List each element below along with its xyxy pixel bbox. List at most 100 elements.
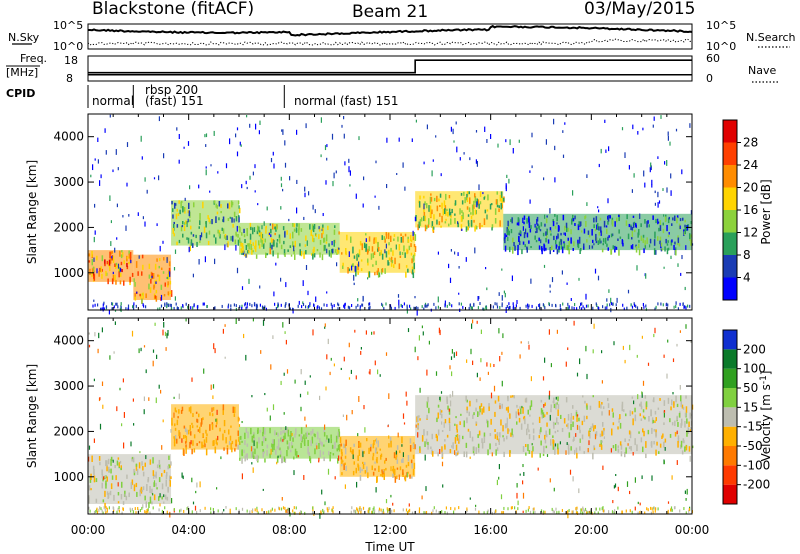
velocity-scatter <box>251 462 253 465</box>
power-scatter <box>423 161 425 165</box>
power-speck <box>129 276 131 283</box>
power-speck <box>616 217 618 223</box>
velocity-scatter <box>667 339 669 343</box>
velocity-speck <box>436 435 438 442</box>
power-speck <box>666 225 668 232</box>
velocity-speck <box>496 433 499 441</box>
power-scatter <box>539 303 541 310</box>
velocity-speck <box>352 449 354 456</box>
power-speck <box>372 252 375 259</box>
power-scatter <box>512 148 514 154</box>
power-ground-scatter <box>604 306 606 310</box>
velocity-speck <box>477 448 480 453</box>
velocity-speck <box>595 431 598 436</box>
power-speck <box>93 274 96 281</box>
velocity-speck <box>689 412 691 419</box>
velocity-ground-scatter <box>644 511 646 515</box>
velocity-scatter <box>390 494 392 498</box>
velocity-ground-scatter <box>511 506 513 510</box>
power-speck <box>666 248 669 255</box>
velocity-scatter <box>270 364 272 370</box>
power-scatter <box>280 176 282 181</box>
power-speck <box>627 233 630 240</box>
power-speck <box>631 237 633 240</box>
power-speck <box>91 273 93 278</box>
velocity-speck <box>215 438 218 445</box>
velocity-speck <box>363 451 365 454</box>
power-speck <box>387 260 389 266</box>
velocity-speck <box>598 401 601 408</box>
velocity-ground-scatter <box>350 510 352 514</box>
velocity-speck <box>645 441 647 448</box>
velocity-speck <box>463 451 465 458</box>
power-scatter <box>280 277 282 282</box>
velocity-speck <box>301 436 303 443</box>
velocity-speck <box>149 486 151 493</box>
x-tick-label: 00:00 <box>71 523 106 537</box>
velocity-speck <box>647 429 650 435</box>
power-scatter <box>553 118 555 125</box>
power-scatter <box>608 146 610 152</box>
power-scatter <box>632 124 634 130</box>
power-scatter <box>677 263 679 267</box>
velocity-speck <box>280 427 282 430</box>
velocity-scatter <box>350 369 352 374</box>
power-scatter <box>318 226 320 230</box>
velocity-speck <box>640 405 643 410</box>
velocity-speck <box>669 418 671 423</box>
velocity-speck <box>110 458 112 466</box>
power-ground-scatter <box>512 305 515 309</box>
power-scatter <box>117 263 120 269</box>
velocity-scatter <box>338 455 340 461</box>
velocity-scatter <box>519 354 521 359</box>
velocity-scatter <box>280 380 282 386</box>
power-speck <box>341 252 343 255</box>
power-speck <box>318 234 320 240</box>
velocity-scatter <box>419 387 421 393</box>
power-ground-scatter <box>435 306 437 310</box>
velocity-ground-scatter <box>576 511 579 515</box>
power-scatter <box>556 235 558 240</box>
velocity-speck <box>554 422 557 425</box>
power-speck <box>99 267 101 272</box>
velocity-scatter <box>213 343 215 350</box>
velocity-speck <box>471 436 474 442</box>
power-speck <box>226 235 228 241</box>
power-scatter <box>94 230 96 235</box>
velocity-ground-scatter <box>322 508 324 512</box>
velocity-ground-scatter <box>514 506 516 510</box>
velocity-scatter <box>325 386 327 391</box>
velocity-speck <box>357 465 360 471</box>
power-ground-scatter <box>406 306 408 310</box>
power-scatter <box>616 297 618 303</box>
power-speck <box>350 236 352 243</box>
power-ground-scatter <box>622 303 624 307</box>
power-speck <box>145 293 147 299</box>
velocity-scatter <box>145 455 147 460</box>
power-speck <box>172 228 174 235</box>
power-speck <box>261 240 263 247</box>
power-speck <box>167 281 169 286</box>
velocity-speck <box>333 446 335 449</box>
power-scatter <box>284 140 286 146</box>
velocity-ground-scatter <box>650 506 652 510</box>
velocity-scatter <box>642 380 645 386</box>
velocity-scatter <box>101 327 103 333</box>
freq-series <box>88 59 692 76</box>
power-speck <box>625 220 628 226</box>
velocity-speck <box>253 455 255 460</box>
power-speck <box>347 267 349 274</box>
power-speck <box>604 237 607 244</box>
power-ground-scatter <box>302 303 305 307</box>
velocity-scatter <box>300 369 302 375</box>
power-speck <box>303 253 305 259</box>
velocity-ground-scatter <box>96 507 98 511</box>
velocity-speck <box>494 429 496 432</box>
velocity-colorbar-swatch <box>723 349 737 369</box>
velocity-ground-scatter <box>191 510 193 514</box>
power-speck <box>552 221 555 227</box>
velocity-speck <box>196 443 198 446</box>
velocity-speck <box>588 430 590 437</box>
velocity-speck <box>612 412 614 418</box>
power-speck <box>577 239 579 245</box>
